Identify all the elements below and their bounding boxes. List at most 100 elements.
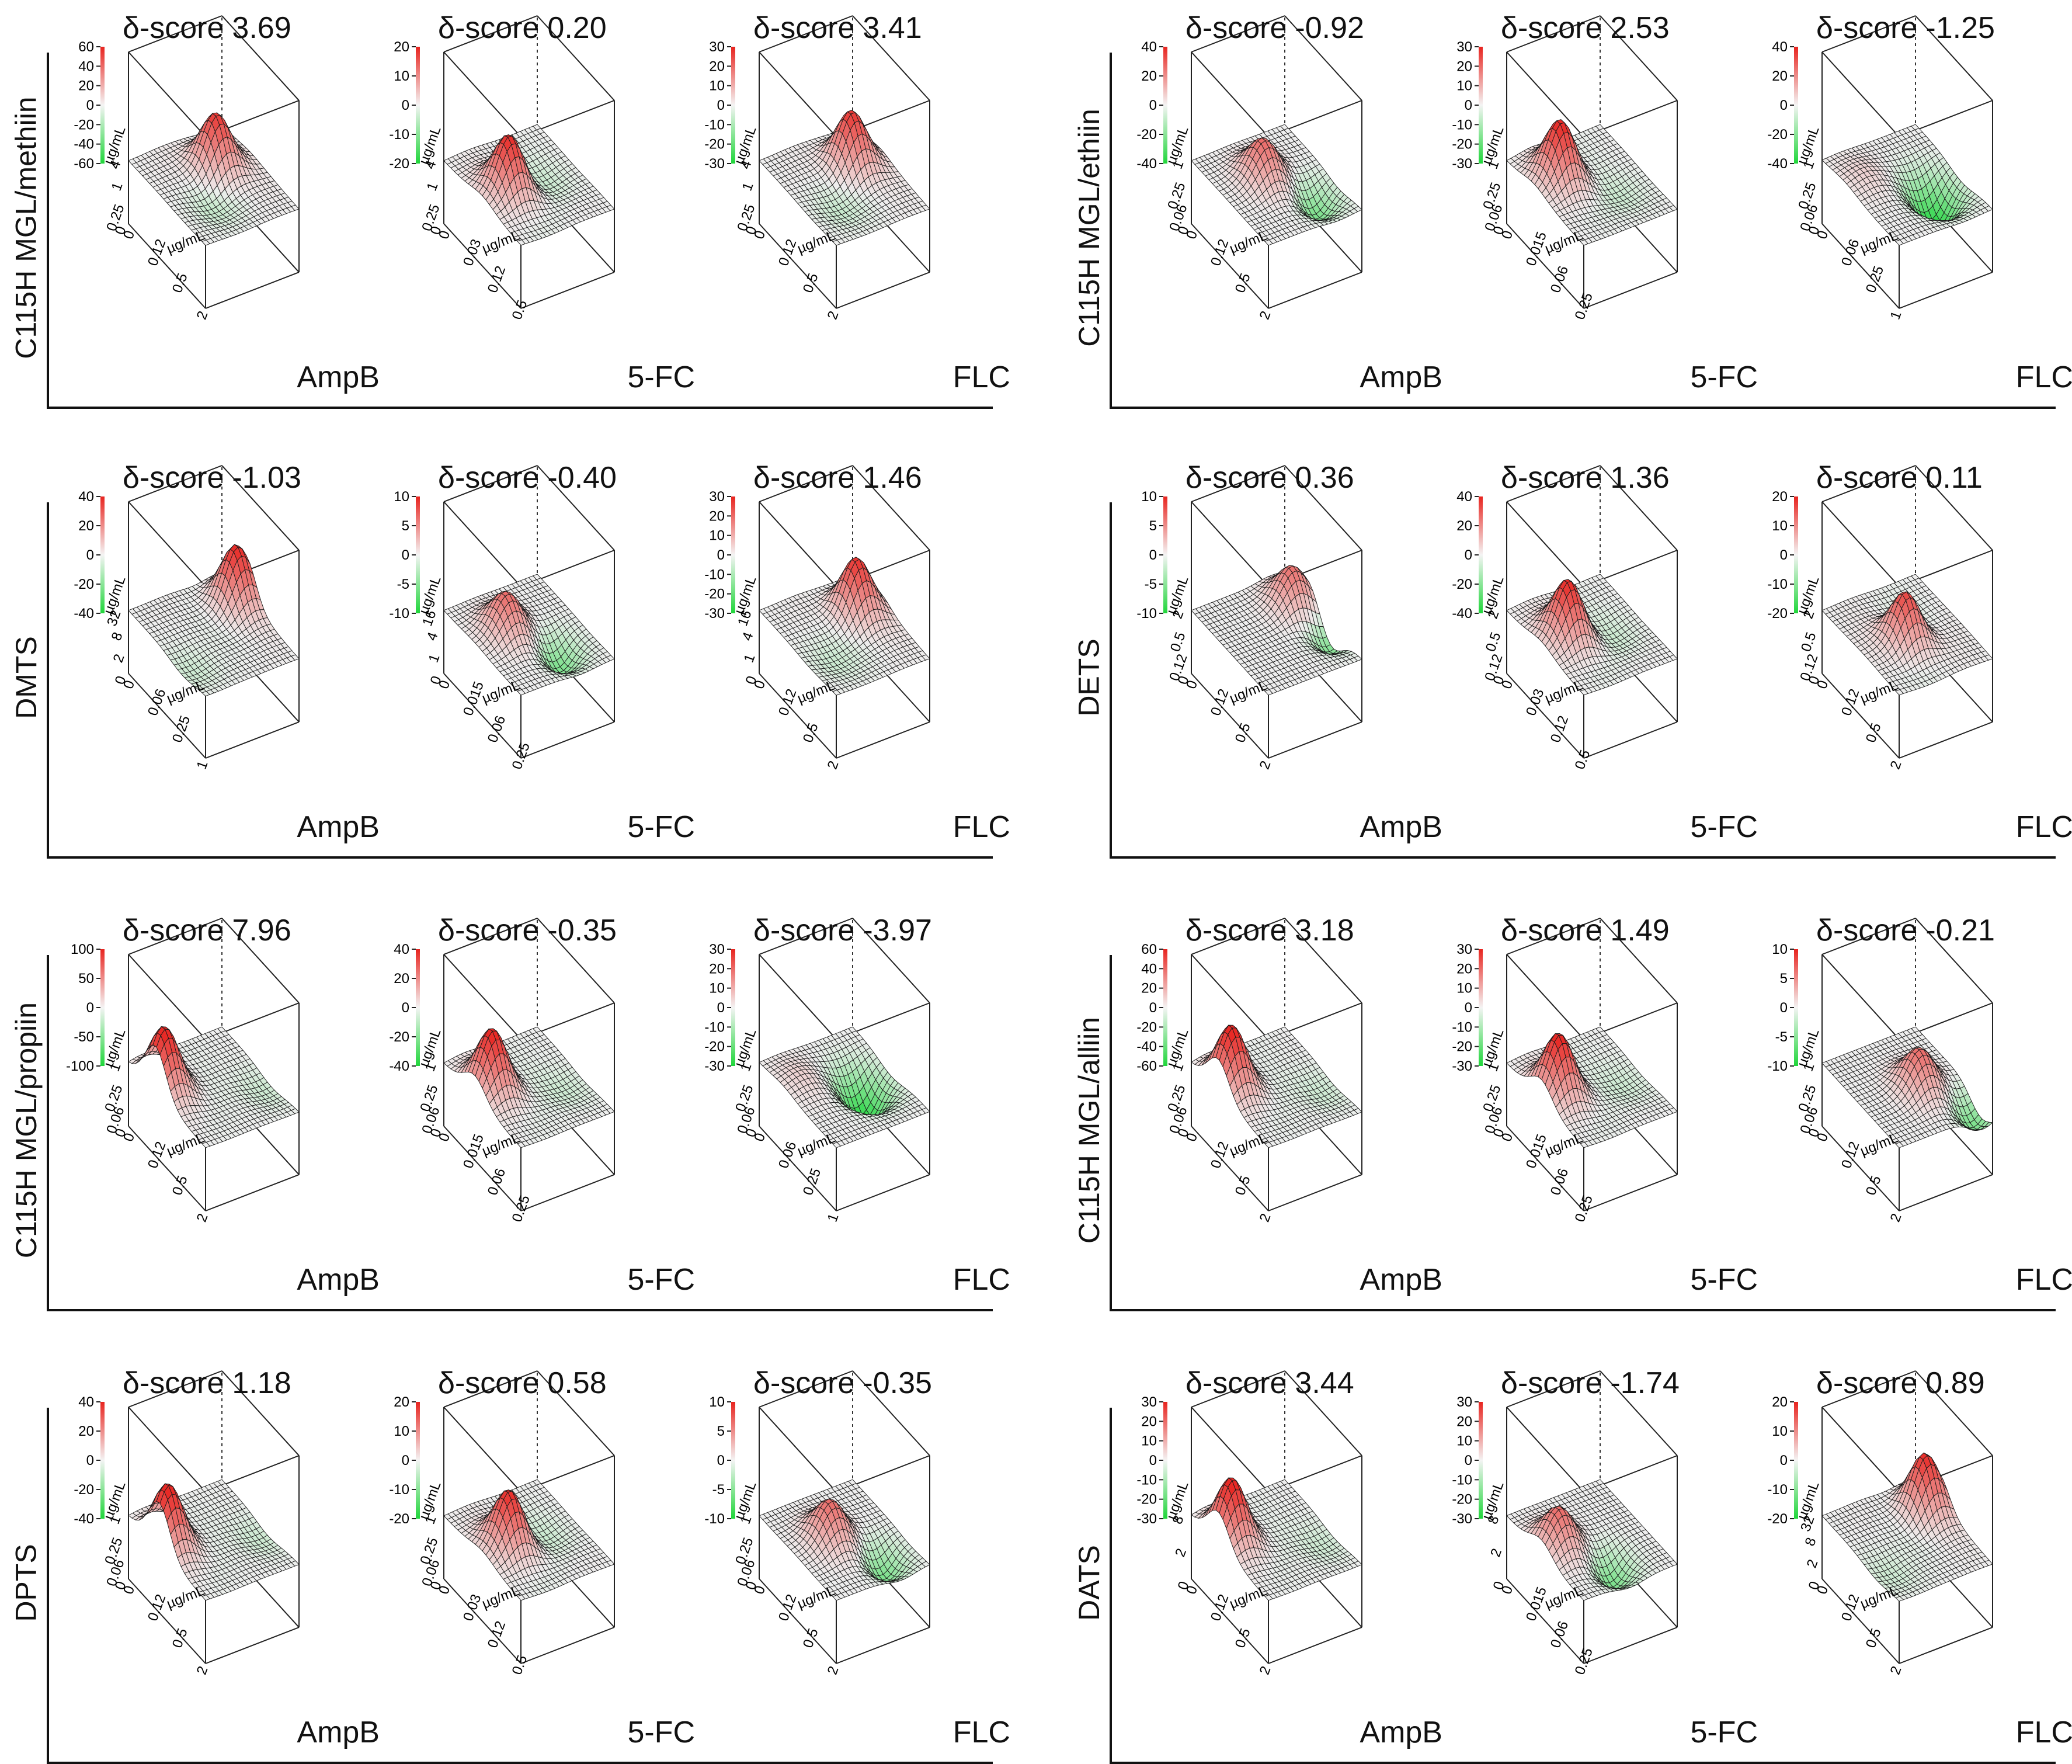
z-tick-label: 20: [709, 508, 725, 524]
z-tick-label: 10: [394, 68, 409, 84]
y-unit-label: µg/mL: [100, 124, 128, 166]
box-edge: [1191, 52, 1268, 137]
surface-mesh: [444, 574, 614, 695]
z-colorbar: [1163, 47, 1167, 164]
z-colorbar: [731, 496, 735, 613]
z-tick-label: 40: [1141, 39, 1157, 55]
y-unit-label: µg/mL: [100, 574, 128, 616]
z-tick-label: -20: [389, 156, 409, 172]
y-tick-label: 2: [110, 652, 128, 665]
drug-label: 5-FC: [578, 360, 695, 395]
row-label: C115H MGL/ethiin: [1075, 109, 1104, 347]
drug-label: 5-FC: [1641, 360, 1758, 395]
box-edge: [521, 272, 614, 308]
z-tick-label: -5: [397, 577, 409, 592]
y-unit-label: µg/mL: [731, 574, 759, 616]
box-edge: [1822, 52, 1899, 137]
box-edge: [1507, 52, 1584, 137]
z-colorbar: [416, 496, 420, 613]
x-unit-label: µg/mL: [1543, 228, 1585, 257]
delta-score-label: δ-score: [438, 11, 539, 45]
drug-label: AmpB: [263, 810, 380, 845]
z-tick-label: 20: [709, 58, 725, 74]
x-unit-label: µg/mL: [795, 678, 837, 707]
box-edge: [759, 502, 836, 586]
delta-score-value: -1.03: [232, 461, 301, 495]
x-tick-label: 1: [194, 759, 211, 772]
z-tick-label: 0: [86, 98, 94, 113]
z-tick-label: 60: [78, 39, 94, 55]
box-edge: [1268, 722, 1362, 758]
z-tick-label: 30: [1456, 39, 1472, 55]
delta-score-value: -0.40: [547, 461, 617, 495]
frame-left-axis: [1110, 502, 1112, 859]
z-tick-label: 40: [78, 58, 94, 74]
x-tick-label: 0.5: [800, 271, 822, 295]
y-unit-label: µg/mL: [1163, 124, 1191, 166]
z-tick-label: 20: [394, 39, 409, 55]
z-tick-label: 30: [709, 39, 725, 55]
y-tick-label: 0: [112, 674, 130, 687]
frame-left-axis: [1110, 53, 1112, 409]
z-tick-label: -20: [1452, 137, 1472, 152]
delta-score: δ-score-1.03: [123, 460, 301, 495]
z-tick-label: -10: [1452, 117, 1472, 133]
z-tick-label: -10: [704, 117, 725, 133]
z-tick-label: 40: [78, 489, 94, 505]
y-unit-label: µg/mL: [731, 124, 759, 166]
box-edge: [759, 52, 836, 137]
surface-mesh: [444, 124, 614, 245]
y-tick-label: 1: [109, 180, 126, 193]
z-colorbar: [731, 47, 735, 164]
box-edge: [1268, 272, 1362, 308]
row-label: C115H MGL/methiin: [12, 96, 41, 359]
surface-mesh: [759, 557, 930, 695]
surface-mesh: [1507, 120, 1677, 245]
surface-mesh: [1822, 124, 1993, 245]
z-tick-label: -20: [1767, 127, 1788, 143]
z-tick-label: -10: [704, 567, 725, 582]
z-tick-label: 10: [394, 489, 409, 505]
delta-score: δ-score-0.92: [1186, 11, 1364, 46]
x-unit-label: µg/mL: [1228, 228, 1270, 257]
drug-label: FLC: [894, 810, 1010, 845]
box-edge: [206, 272, 299, 308]
z-colorbar: [100, 47, 105, 164]
z-tick-label: 40: [1772, 39, 1788, 55]
y-tick-label: 1: [741, 652, 759, 665]
surface-plot: 3020100-10-20-3000.120.5200.2514µg/mLµg/…: [701, 6, 1016, 409]
surface-mesh: [128, 113, 299, 245]
z-tick-label: 20: [78, 518, 94, 534]
delta-score-label: δ-score: [123, 461, 224, 495]
z-tick-label: -40: [1136, 156, 1157, 172]
z-tick-label: 0: [1149, 98, 1157, 113]
z-tick-label: 20: [1456, 58, 1472, 74]
x-unit-label: µg/mL: [1858, 228, 1900, 257]
box-edge: [444, 52, 521, 137]
box-edge: [1584, 272, 1677, 308]
row-label: DETS: [1075, 638, 1104, 716]
x-tick-label: 0.5: [800, 721, 822, 745]
z-tick-label: -40: [74, 137, 94, 152]
x-unit-label: µg/mL: [480, 678, 522, 707]
surface-mesh: [1191, 124, 1362, 245]
box-edge: [1899, 272, 1993, 308]
box-edge: [444, 502, 521, 586]
z-tick-label: -20: [1136, 127, 1157, 143]
z-tick-label: 20: [1141, 68, 1157, 84]
z-tick-label: -60: [74, 156, 94, 172]
